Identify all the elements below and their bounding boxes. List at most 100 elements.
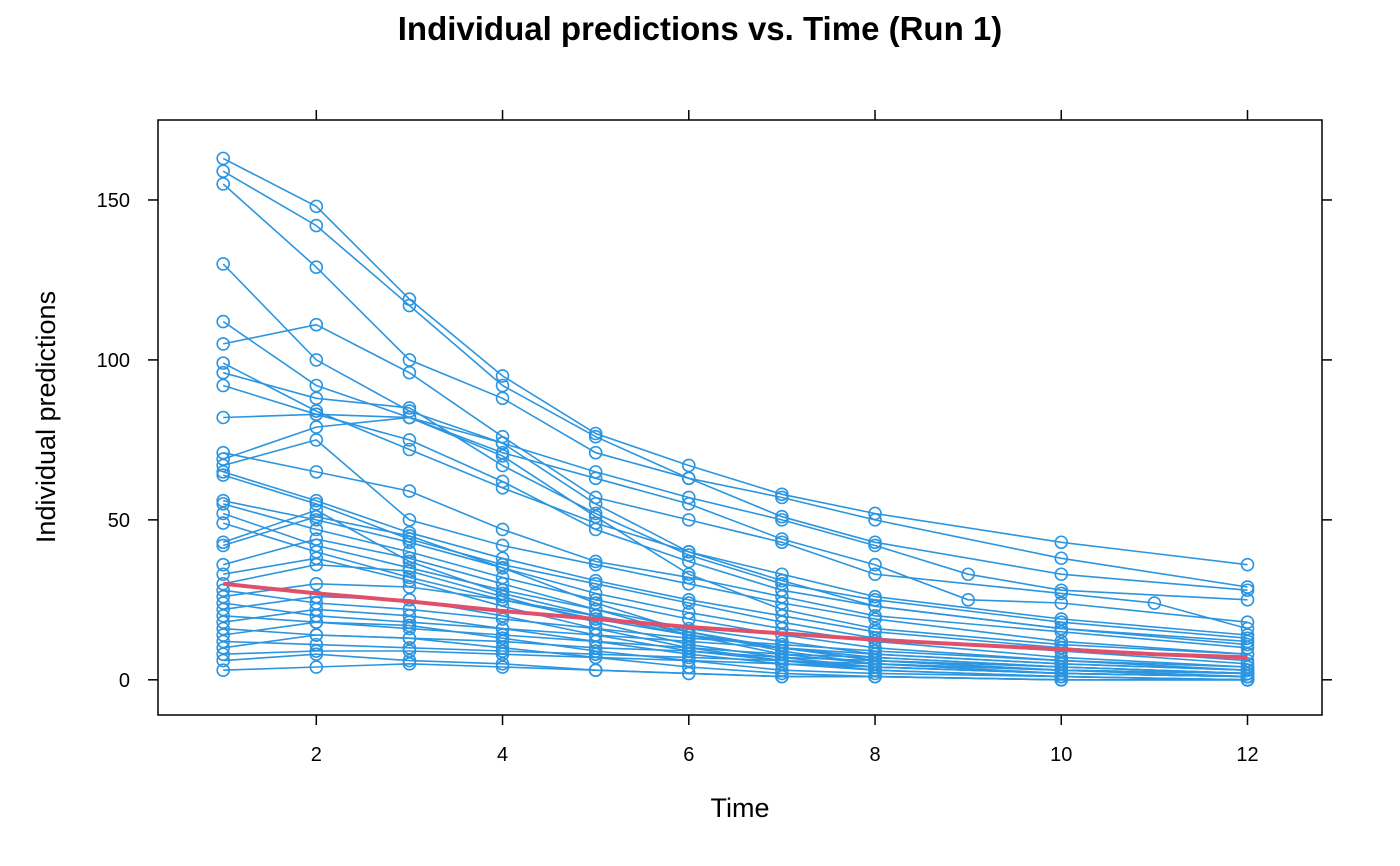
data-point bbox=[402, 298, 417, 313]
y-tick-label: 0 bbox=[119, 670, 130, 692]
data-point bbox=[402, 657, 417, 671]
data-point bbox=[775, 535, 789, 550]
series-4 bbox=[216, 257, 1255, 607]
x-tick-label: 4 bbox=[497, 744, 508, 766]
series-13 bbox=[216, 433, 1255, 662]
data-point bbox=[216, 356, 230, 370]
data-point bbox=[402, 365, 417, 380]
series-line bbox=[223, 662, 1248, 681]
data-point bbox=[309, 509, 324, 524]
data-point bbox=[495, 522, 510, 537]
data-point bbox=[216, 653, 230, 668]
data-point bbox=[1054, 535, 1069, 550]
x-tick-label: 6 bbox=[683, 744, 694, 766]
series-layer bbox=[216, 151, 1255, 687]
series-6 bbox=[216, 317, 1255, 636]
data-point bbox=[681, 497, 696, 511]
series-line bbox=[223, 589, 1248, 668]
data-point bbox=[868, 567, 882, 582]
series-line bbox=[223, 615, 1248, 675]
data-point bbox=[588, 609, 603, 623]
data-point bbox=[868, 557, 882, 572]
series-line bbox=[222, 384, 1248, 643]
data-point bbox=[1054, 673, 1069, 687]
data-point bbox=[868, 513, 882, 527]
data-point bbox=[216, 257, 230, 271]
x-tick-label: 10 bbox=[1050, 744, 1072, 766]
trend-layer bbox=[222, 581, 1248, 660]
series-line bbox=[222, 371, 1248, 639]
series-line bbox=[223, 608, 1248, 681]
data-point bbox=[588, 429, 603, 444]
data-point bbox=[402, 410, 417, 425]
data-point bbox=[681, 513, 696, 527]
data-point bbox=[588, 471, 603, 486]
data-point bbox=[681, 471, 696, 486]
data-point bbox=[868, 538, 882, 553]
x-tick-label: 2 bbox=[311, 744, 322, 766]
series-line bbox=[222, 503, 1248, 671]
data-point bbox=[216, 538, 230, 553]
series-line bbox=[223, 582, 1248, 678]
data-point bbox=[309, 628, 324, 642]
series-8 bbox=[216, 365, 1255, 646]
series-line bbox=[222, 157, 1248, 566]
x-axis-label: Time bbox=[711, 793, 770, 823]
data-point bbox=[588, 663, 603, 678]
data-point bbox=[309, 260, 324, 274]
data-point bbox=[216, 378, 230, 393]
data-point bbox=[216, 458, 230, 473]
data-point bbox=[216, 516, 230, 530]
axes-layer: 2 4 6 8 10 12 0 50 100 150 bbox=[97, 110, 1332, 766]
data-point bbox=[216, 410, 230, 425]
series-line bbox=[223, 413, 1248, 646]
data-point bbox=[775, 513, 789, 527]
data-point bbox=[495, 593, 510, 607]
data-point bbox=[495, 474, 510, 489]
data-point bbox=[216, 151, 230, 166]
data-point bbox=[1240, 583, 1255, 598]
series-line bbox=[222, 439, 1248, 655]
data-point bbox=[402, 484, 417, 498]
data-point bbox=[216, 177, 230, 191]
chart-title: Individual predictions vs. Time (Run 1) bbox=[397, 10, 1003, 47]
data-point bbox=[1240, 673, 1255, 687]
y-axis-label: Individual predictions bbox=[31, 291, 61, 543]
series-line bbox=[222, 416, 1248, 655]
series-line bbox=[223, 640, 1248, 675]
data-point bbox=[309, 465, 324, 479]
data-point bbox=[309, 557, 324, 572]
data-point bbox=[309, 660, 324, 674]
data-point bbox=[961, 567, 975, 582]
plot-frame bbox=[157, 119, 1323, 716]
series-line bbox=[222, 183, 1248, 591]
x-tick-label: 12 bbox=[1236, 744, 1258, 766]
data-point bbox=[216, 468, 230, 482]
data-point bbox=[681, 567, 696, 582]
data-point bbox=[309, 391, 324, 406]
series-line bbox=[223, 323, 1248, 630]
data-point bbox=[309, 218, 324, 233]
data-point bbox=[868, 669, 882, 684]
series-line bbox=[223, 451, 1248, 649]
data-point bbox=[588, 445, 603, 460]
data-point bbox=[402, 442, 417, 457]
data-point bbox=[216, 164, 230, 178]
data-point bbox=[402, 529, 417, 543]
series-line bbox=[222, 263, 1248, 601]
data-point bbox=[216, 557, 230, 572]
data-point bbox=[216, 497, 230, 511]
y-tick-label: 100 bbox=[97, 350, 130, 372]
data-point bbox=[588, 557, 603, 572]
data-point bbox=[216, 663, 230, 678]
data-point bbox=[588, 509, 603, 524]
data-point bbox=[588, 577, 603, 591]
data-point bbox=[868, 660, 882, 674]
data-point bbox=[775, 490, 789, 505]
x-tick-label: 8 bbox=[869, 744, 880, 766]
data-point bbox=[309, 353, 324, 367]
data-point bbox=[216, 567, 230, 582]
data-point bbox=[495, 660, 510, 674]
data-point bbox=[402, 433, 417, 447]
